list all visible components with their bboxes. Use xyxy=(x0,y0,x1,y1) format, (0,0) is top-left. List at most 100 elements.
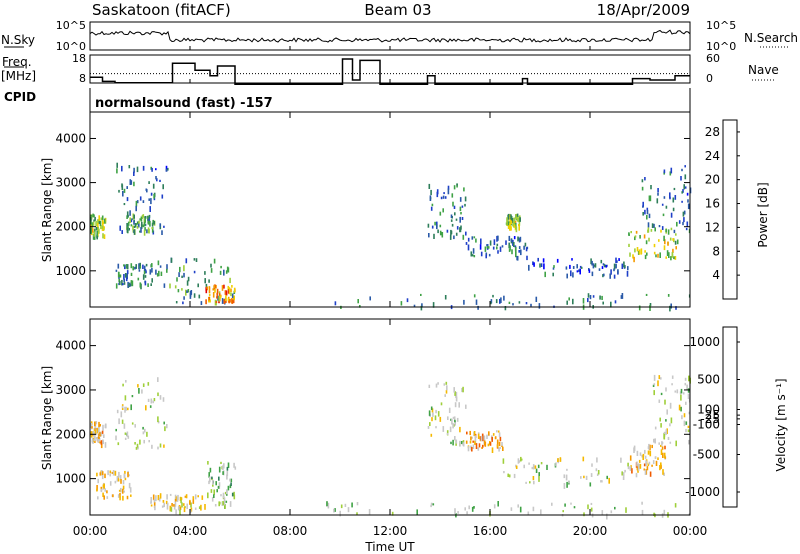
data-cell xyxy=(475,443,478,449)
data-cell xyxy=(452,201,454,207)
data-cell xyxy=(432,302,435,308)
data-cell xyxy=(634,248,636,253)
data-cell xyxy=(102,487,105,490)
data-cell xyxy=(231,299,234,304)
data-cell xyxy=(119,225,121,231)
data-cell xyxy=(684,382,687,386)
data-cell xyxy=(650,229,653,232)
data-cell xyxy=(142,274,145,280)
data-cell xyxy=(621,293,624,299)
data-cell xyxy=(437,229,439,234)
data-cell xyxy=(143,229,146,236)
data-cell xyxy=(535,296,538,302)
data-cell xyxy=(211,497,214,502)
data-cell xyxy=(507,223,510,229)
data-cell xyxy=(148,214,151,218)
data-cell xyxy=(633,256,635,263)
data-cell xyxy=(148,217,151,222)
data-cell xyxy=(145,405,147,411)
data-cell xyxy=(101,471,104,476)
data-cell xyxy=(517,218,520,223)
data-cell xyxy=(488,253,491,257)
data-cell xyxy=(513,217,516,223)
data-cell xyxy=(145,263,148,267)
data-cell xyxy=(122,283,124,286)
data-cell xyxy=(455,232,458,236)
data-cell xyxy=(603,264,606,268)
data-cell xyxy=(670,303,672,309)
data-cell xyxy=(433,233,435,239)
data-cell xyxy=(459,440,461,447)
data-cell xyxy=(491,447,494,453)
data-cell xyxy=(647,229,649,233)
data-cell xyxy=(428,183,431,189)
data-cell xyxy=(485,254,487,259)
data-cell xyxy=(212,483,214,487)
data-cell xyxy=(181,502,183,508)
data-cell xyxy=(682,189,684,193)
data-cell xyxy=(613,268,615,272)
colorbar-tick-label: 24 xyxy=(705,149,720,163)
data-cell xyxy=(641,186,644,191)
data-cell xyxy=(557,458,559,462)
data-cell xyxy=(217,295,219,301)
data-cell xyxy=(513,242,515,247)
data-cell xyxy=(464,203,466,207)
data-cell xyxy=(683,420,686,427)
data-cell xyxy=(534,465,537,469)
data-cell xyxy=(483,440,486,446)
data-cell xyxy=(101,215,104,220)
data-cell xyxy=(467,237,470,242)
data-cell xyxy=(660,462,662,467)
data-cell xyxy=(121,184,124,190)
data-cell xyxy=(183,506,186,513)
data-cell xyxy=(95,227,98,231)
data-cell xyxy=(126,197,129,202)
power-y-axis: 1000 2000 3000 4000 xyxy=(55,131,690,278)
data-cell xyxy=(93,219,95,222)
data-cell xyxy=(590,502,593,505)
data-cell xyxy=(540,462,543,465)
data-cell xyxy=(130,280,133,284)
data-cell xyxy=(146,229,148,234)
data-cell xyxy=(185,289,187,296)
data-cell xyxy=(446,229,449,233)
data-cell xyxy=(673,256,675,260)
data-cell xyxy=(459,197,462,202)
data-cell xyxy=(508,301,511,304)
data-cell xyxy=(510,507,513,511)
data-cell xyxy=(602,263,605,266)
data-cell xyxy=(234,466,237,470)
data-cell xyxy=(516,213,519,217)
data-cell xyxy=(508,214,511,218)
data-cell xyxy=(163,421,165,425)
data-cell xyxy=(96,233,98,240)
data-cell xyxy=(413,304,416,308)
data-cell xyxy=(664,399,666,405)
scatter-region-2 xyxy=(126,213,156,236)
data-cell xyxy=(102,484,105,488)
data-cell xyxy=(148,198,150,201)
power-colorbar: 4 8 12 16 20 24 28 xyxy=(705,119,740,300)
data-cell xyxy=(216,288,219,294)
data-cell xyxy=(523,245,525,250)
data-cell xyxy=(675,440,677,447)
data-cell xyxy=(674,240,677,245)
data-cell xyxy=(208,297,210,301)
data-cell xyxy=(662,213,665,217)
data-cell xyxy=(129,179,132,185)
data-cell xyxy=(101,475,104,480)
data-cell xyxy=(638,463,640,467)
scatter-region-9 xyxy=(627,443,667,478)
data-cell xyxy=(520,249,522,256)
data-cell xyxy=(485,252,488,256)
data-cell xyxy=(143,265,146,271)
data-cell xyxy=(453,185,456,190)
data-cell xyxy=(439,230,442,236)
data-cell xyxy=(93,214,95,218)
data-cell xyxy=(139,196,142,201)
data-cell xyxy=(442,426,445,432)
data-cell xyxy=(421,303,423,308)
data-cell xyxy=(162,184,164,190)
